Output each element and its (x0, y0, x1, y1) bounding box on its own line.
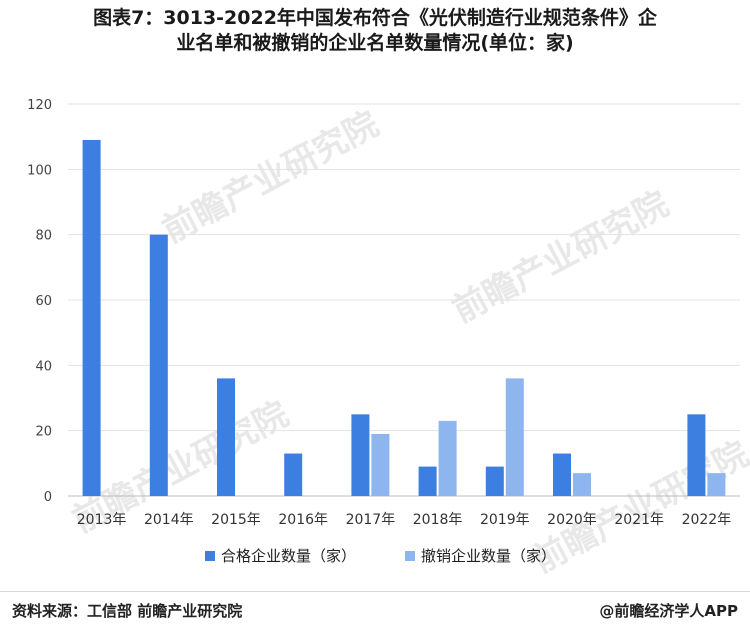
bar-series-2 (371, 433, 390, 496)
chart-title-line-1: 图表7：3013-2022年中国发布符合《光伏制造行业规范条件》企 (93, 7, 657, 29)
bar-chart: 0 20 40 60 80 100 120 2013年 2014年 2015年 2016年 2017年… (27, 98, 740, 528)
bar-series-1 (351, 414, 370, 496)
chart-title-line-2: 业名单和被撤销的企业名单数量情况(单位：家) (176, 32, 574, 54)
x-tick-label: 2017年 (346, 512, 396, 528)
bar-series-1 (553, 453, 571, 496)
x-tick-label: 2021年 (614, 512, 664, 528)
y-tick-label: 60 (35, 294, 52, 309)
y-tick-label: 100 (27, 163, 52, 178)
bar-series-2 (573, 473, 591, 496)
y-tick-label: 20 (35, 425, 52, 440)
legend-label-series-2: 撤销企业数量（家） (421, 547, 557, 565)
x-tick-label: 2019年 (480, 512, 530, 528)
bar-series-1 (485, 466, 504, 496)
x-tick-label: 2018年 (413, 512, 463, 528)
y-tick-label: 120 (27, 98, 52, 113)
bar-series-1 (217, 378, 235, 496)
bar-series-1 (284, 453, 303, 496)
x-tick-label: 2014年 (144, 512, 194, 528)
legend-item-series-1: 合格企业数量（家） (205, 545, 356, 566)
x-tick-label: 2020年 (547, 512, 597, 528)
x-tick-label: 2013年 (77, 512, 127, 528)
legend-label-series-1: 合格企业数量（家） (221, 547, 357, 565)
bar-series-1 (418, 466, 437, 496)
bar-series-1 (687, 414, 706, 496)
legend-swatch-series-2 (405, 550, 415, 561)
footer-divider (0, 591, 750, 592)
x-tick-label: 2015年 (211, 512, 261, 528)
bar-series-1 (149, 234, 168, 496)
x-tick-label: 2016年 (278, 512, 328, 528)
brand-text: @前瞻经济学人APP (599, 602, 738, 620)
source-text: 资料来源：工信部 前瞻产业研究院 (12, 602, 243, 620)
y-tick-label: 0 (44, 490, 52, 505)
bar-series-2 (505, 378, 524, 496)
bar-series-1 (82, 139, 101, 496)
legend-item-series-2: 撤销企业数量（家） (405, 545, 556, 566)
footer: 资料来源：工信部 前瞻产业研究院 @前瞻经济学人APP (12, 600, 738, 624)
y-tick-label: 80 (35, 229, 52, 244)
bar-series-2 (707, 473, 726, 496)
chart-title: 图表7：3013-2022年中国发布符合《光伏制造行业规范条件》企 业名单和被撤… (0, 6, 750, 56)
y-tick-label: 40 (35, 359, 52, 374)
x-tick-label: 2022年 (682, 512, 732, 528)
chart-legend: 合格企业数量（家） 撤销企业数量（家） (0, 545, 750, 569)
bar-series-2 (438, 420, 457, 496)
legend-swatch-series-1 (205, 550, 215, 561)
